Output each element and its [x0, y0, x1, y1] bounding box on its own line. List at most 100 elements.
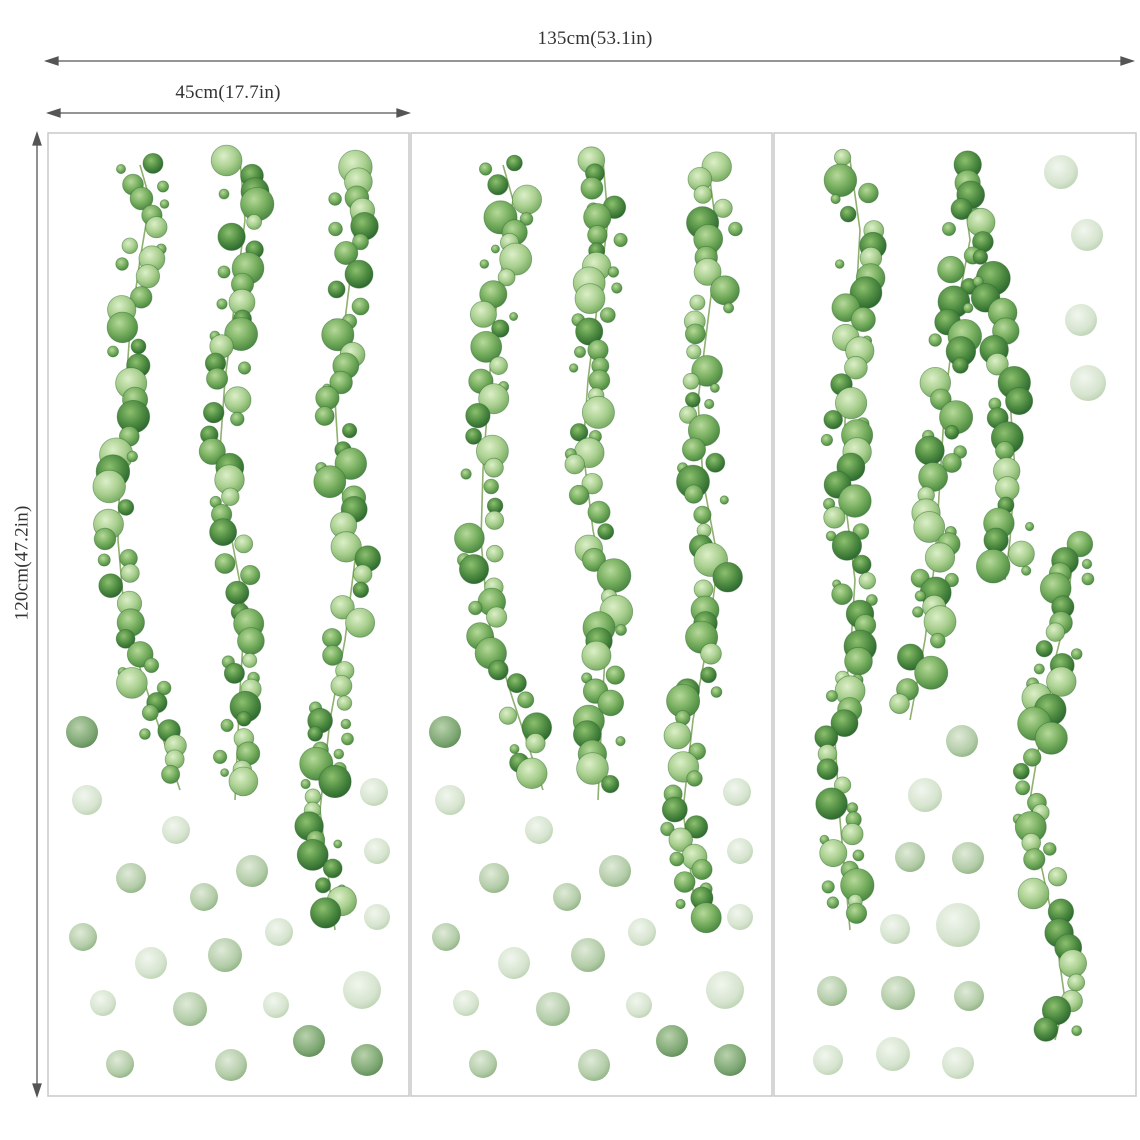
- leaf: [564, 454, 585, 475]
- leaf-bud: [704, 398, 715, 410]
- leaf: [689, 294, 706, 311]
- dot: [429, 716, 461, 748]
- leaf: [525, 733, 546, 754]
- leaf: [693, 185, 713, 204]
- dot: [116, 863, 146, 893]
- leaf: [950, 197, 973, 220]
- leaf: [830, 709, 859, 737]
- leaf-bud: [126, 450, 139, 463]
- leaf-bud: [723, 302, 735, 314]
- leaf: [923, 605, 957, 639]
- dot: [628, 918, 656, 946]
- leaf-bud: [478, 162, 493, 176]
- leaf: [135, 264, 160, 289]
- dot: [895, 842, 925, 872]
- panel-width-label: 45cm(17.7in): [175, 82, 281, 103]
- leaf-bud: [1025, 521, 1035, 532]
- leaf: [661, 796, 688, 823]
- leaf: [691, 355, 723, 387]
- leaf: [314, 877, 331, 894]
- leaf: [223, 662, 245, 684]
- leaf: [93, 527, 117, 551]
- dot: [162, 816, 190, 844]
- dot: [364, 904, 390, 930]
- leaf-bud: [468, 600, 483, 616]
- dot: [578, 1049, 610, 1081]
- leaf: [489, 356, 508, 376]
- leaf: [236, 711, 252, 727]
- leaf: [246, 214, 263, 230]
- leaf: [1046, 666, 1077, 697]
- dot: [706, 971, 744, 1009]
- leaf: [318, 764, 352, 799]
- leaf: [454, 522, 485, 554]
- dot: [236, 855, 268, 887]
- leaf-bud: [341, 732, 354, 746]
- leaf: [98, 573, 123, 598]
- dot: [469, 1050, 497, 1078]
- leaf: [214, 553, 236, 574]
- leaf: [129, 286, 153, 309]
- leaf: [568, 484, 590, 506]
- leaf: [334, 447, 368, 480]
- leaf: [1022, 748, 1042, 767]
- dot: [813, 1045, 843, 1075]
- leaf: [684, 815, 709, 839]
- dot: [1071, 219, 1103, 251]
- vine: [294, 149, 382, 931]
- leaf-bud: [460, 468, 472, 480]
- leaf-bud: [719, 495, 729, 505]
- leaf: [693, 505, 712, 525]
- vine: [454, 154, 553, 791]
- leaf-bud: [220, 718, 234, 733]
- leaf: [889, 693, 910, 714]
- leaf: [823, 163, 858, 197]
- leaf: [1045, 622, 1066, 642]
- leaf-bud: [159, 199, 170, 209]
- leaf-bud: [340, 718, 352, 730]
- leaf: [569, 423, 589, 442]
- leaf: [663, 721, 692, 750]
- leaf: [574, 283, 606, 315]
- leaf: [581, 473, 603, 495]
- leaf-bud: [607, 266, 620, 278]
- dot: [265, 918, 293, 946]
- dot: [215, 1049, 247, 1081]
- leaf: [242, 652, 258, 668]
- leaf: [937, 255, 965, 284]
- leaf-bud: [213, 749, 228, 765]
- leaf: [944, 424, 960, 440]
- leaf-bud: [1021, 565, 1032, 576]
- panel-frames: [47, 132, 1137, 1097]
- leaf-bud: [107, 345, 119, 358]
- leaf: [983, 527, 1009, 553]
- dot: [1044, 155, 1078, 189]
- dot: [1065, 304, 1097, 336]
- leaf: [1067, 973, 1086, 992]
- leaf: [686, 770, 703, 787]
- leaf: [506, 154, 523, 172]
- leaf: [1047, 867, 1068, 887]
- leaf: [581, 640, 612, 671]
- leaf: [685, 323, 706, 345]
- leaf: [491, 319, 510, 338]
- leaf-bud: [1043, 842, 1057, 856]
- arrow-left-icon: [43, 56, 59, 66]
- leaf: [1058, 949, 1088, 978]
- dot: [106, 1050, 134, 1078]
- leaf-bud: [328, 221, 343, 237]
- leaf: [465, 427, 483, 445]
- leaf: [309, 897, 342, 929]
- leaf: [700, 666, 717, 684]
- leaf: [221, 487, 240, 507]
- leaf: [597, 523, 615, 540]
- dot: [453, 990, 479, 1016]
- leaf: [713, 198, 733, 218]
- leaf-bud: [333, 748, 345, 760]
- dot: [135, 947, 167, 979]
- leaf: [1035, 640, 1053, 658]
- leaf-bud: [825, 690, 838, 703]
- dot: [656, 1025, 688, 1057]
- leaf: [682, 372, 700, 390]
- leaf-bud: [615, 735, 626, 747]
